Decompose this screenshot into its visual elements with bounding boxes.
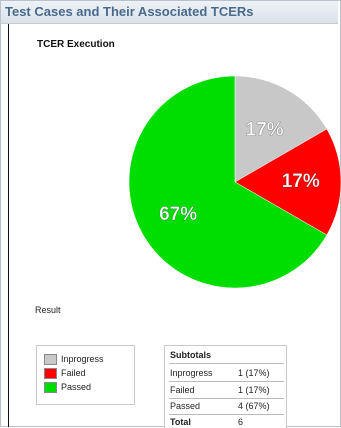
legend-swatch-failed: [44, 368, 57, 379]
subtotals-total-label: Total: [170, 417, 191, 427]
pie-data-label-inprogress: 17%: [246, 120, 284, 141]
legend: Inprogress Failed Passed: [36, 345, 135, 405]
subtotals-row-value: 1 (17%): [238, 385, 270, 395]
subtotals-row-label: Failed: [170, 385, 195, 395]
subtotals-row-value: 1 (17%): [238, 368, 270, 378]
subtotals-row-label: Inprogress: [170, 368, 213, 378]
subtotals-total-value: 6: [238, 417, 244, 427]
pie-data-label-failed: 17%: [282, 171, 320, 192]
subtotals-heading: Subtotals: [170, 350, 212, 360]
legend-swatch-passed: [44, 382, 57, 393]
subtotals-divider: [169, 414, 284, 415]
pie-chart: 17% 17% 67%: [128, 75, 341, 289]
legend-label-inprogress: Inprogress: [61, 354, 104, 364]
legend-label-passed: Passed: [61, 382, 92, 392]
pie-slice-passed: [128, 75, 328, 289]
result-label: Result: [35, 305, 61, 315]
subtotals-table: Subtotals Inprogress 1 (17%) Failed 1 (1…: [164, 345, 287, 428]
legend-swatch-inprogress: [44, 354, 57, 365]
pie-slice-inprogress: [234, 75, 328, 183]
subtotals-row-label: Passed: [170, 401, 201, 411]
panel-title: Test Cases and Their Associated TCERs: [5, 4, 254, 19]
panel-title-bar: Test Cases and Their Associated TCERs: [1, 1, 338, 24]
subtotals-divider: [169, 398, 284, 399]
subtotals-divider: [169, 381, 284, 382]
panel-left-border: [8, 24, 9, 427]
legend-label-failed: Failed: [61, 368, 86, 378]
chart-title: TCER Execution: [37, 39, 115, 50]
subtotals-row-value: 4 (67%): [238, 401, 270, 411]
pie-data-label-passed: 67%: [159, 204, 197, 225]
subtotals-divider: [169, 363, 284, 364]
